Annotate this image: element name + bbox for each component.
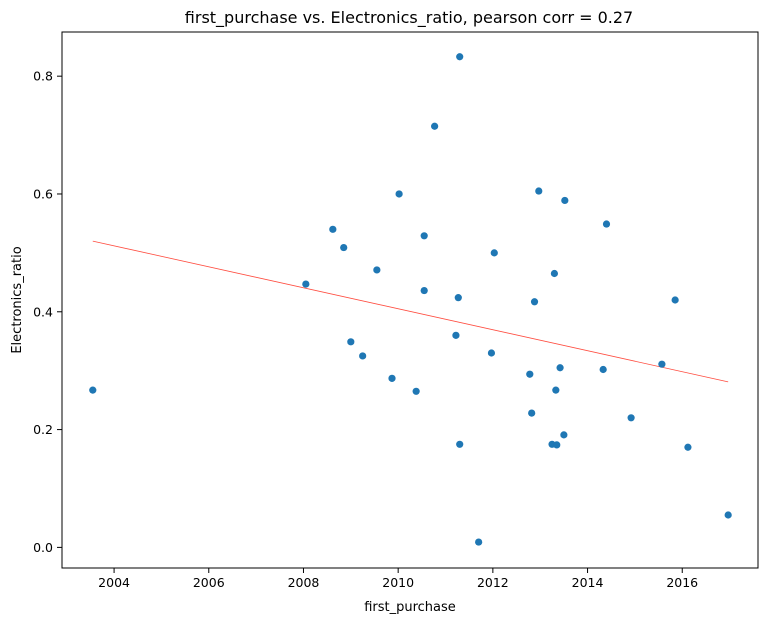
y-tick-label: 0.6: [33, 186, 53, 201]
x-tick-label: 2016: [666, 575, 698, 590]
scatter-point: [475, 538, 483, 546]
scatter-point: [89, 386, 97, 394]
trend-line-layer: [92, 240, 729, 383]
scatter-point: [599, 365, 607, 374]
scatter-point: [359, 352, 367, 360]
scatter-point: [456, 440, 464, 448]
scatter-point: [395, 190, 403, 198]
y-tick-label: 0.8: [33, 69, 53, 84]
trend-line: [92, 240, 729, 383]
scatter-point: [526, 370, 534, 378]
scatter-point: [420, 232, 428, 240]
x-axis-ticks: 2004 2006 2008 2010 2012 2014 2016: [98, 568, 698, 590]
scatter-point: [553, 441, 561, 449]
y-tick-label: 0.4: [33, 304, 53, 319]
scatter-point: [627, 414, 635, 422]
x-tick-label: 2008: [288, 575, 320, 590]
scatter-point: [535, 187, 543, 195]
scatter-point: [561, 196, 569, 205]
scatter-point: [556, 364, 564, 372]
scatter-point: [340, 243, 348, 252]
chart-title: first_purchase vs. Electronics_ratio, pe…: [185, 8, 633, 28]
scatter-point: [456, 53, 464, 61]
scatter-point: [452, 331, 460, 339]
scatter-point: [658, 360, 666, 368]
plot-frame: [61, 31, 759, 569]
scatter-point: [724, 511, 732, 519]
scatter-point: [420, 286, 428, 295]
scatter-point: [671, 296, 679, 304]
scatter-point: [528, 409, 536, 417]
scatter-point: [412, 387, 420, 395]
scatter-point: [530, 298, 539, 306]
scatter-point: [373, 266, 381, 274]
y-tick-label: 0.2: [33, 422, 53, 437]
y-axis-label: Electronics_ratio: [10, 246, 25, 353]
x-tick-label: 2006: [193, 575, 225, 590]
scatter-point: [431, 122, 439, 130]
scatter-point: [602, 220, 611, 228]
scatter-point: [329, 225, 337, 233]
x-tick-label: 2012: [477, 575, 509, 590]
x-tick-label: 2014: [572, 575, 604, 590]
scatter-point: [302, 280, 310, 288]
x-tick-label: 2004: [98, 575, 130, 590]
scatter-point: [552, 386, 560, 394]
y-axis-ticks: 0.0 0.2 0.4 0.6 0.8: [33, 69, 62, 555]
scatter-point: [487, 349, 496, 357]
scatter-point: [454, 294, 462, 302]
x-axis-label: first_purchase: [364, 600, 456, 615]
scatter-point: [684, 443, 692, 451]
scatter-point: [388, 374, 396, 382]
scatter-point: [560, 431, 568, 439]
scatter-point: [490, 249, 498, 257]
x-tick-label: 2010: [382, 575, 414, 590]
points-layer: [89, 53, 732, 546]
scatter-point: [550, 269, 559, 278]
scatter-point: [347, 338, 355, 346]
y-tick-label: 0.0: [33, 540, 53, 555]
